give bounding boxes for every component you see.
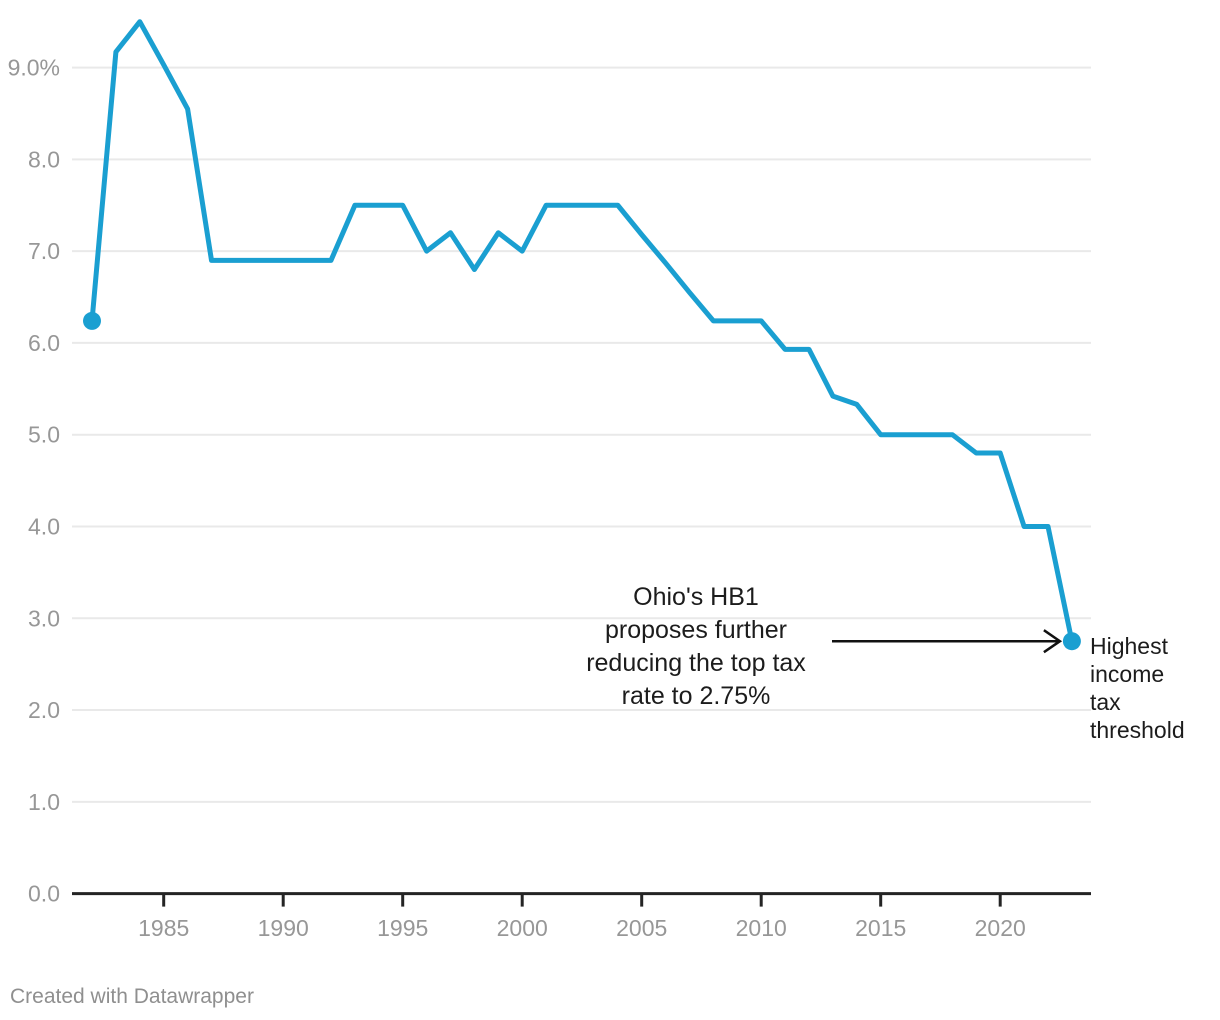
y-tick-label: 1.0 — [28, 789, 60, 815]
datawrapper-credit: Created with Datawrapper — [10, 985, 254, 1008]
x-tick-label: 1995 — [377, 915, 428, 941]
rate-line — [89, 19, 1075, 644]
y-tick-label: 4.0 — [28, 513, 60, 539]
x-tick-label: 2005 — [616, 915, 667, 941]
y-tick-label: 8.0 — [28, 146, 60, 172]
x-tick-label: 1985 — [138, 915, 189, 941]
x-tick-label: 2015 — [855, 915, 906, 941]
end-point-marker — [1062, 632, 1081, 651]
x-tick-label: 2020 — [975, 915, 1026, 941]
start-point-marker — [83, 311, 101, 330]
y-tick-label: 6.0 — [28, 330, 60, 356]
annotation-hb1-note: Ohio's HB1 proposes further reducing the… — [586, 583, 806, 710]
y-tick-label: 7.0 — [28, 238, 60, 264]
y-tick-label: 2.0 — [28, 697, 60, 723]
x-tick-label: 1990 — [258, 915, 309, 941]
y-tick-label: 3.0 — [28, 605, 60, 631]
y-tick-label: 0.0 — [28, 881, 60, 907]
x-tick-label: 2010 — [736, 915, 787, 941]
annotation-threshold-label: Highest income tax threshold — [1090, 633, 1185, 743]
annotation-arrowhead — [1043, 629, 1063, 654]
y-tick-label: 5.0 — [28, 422, 60, 448]
x-tick-label: 2000 — [497, 915, 548, 941]
y-tick-label: 9.0% — [8, 55, 60, 81]
